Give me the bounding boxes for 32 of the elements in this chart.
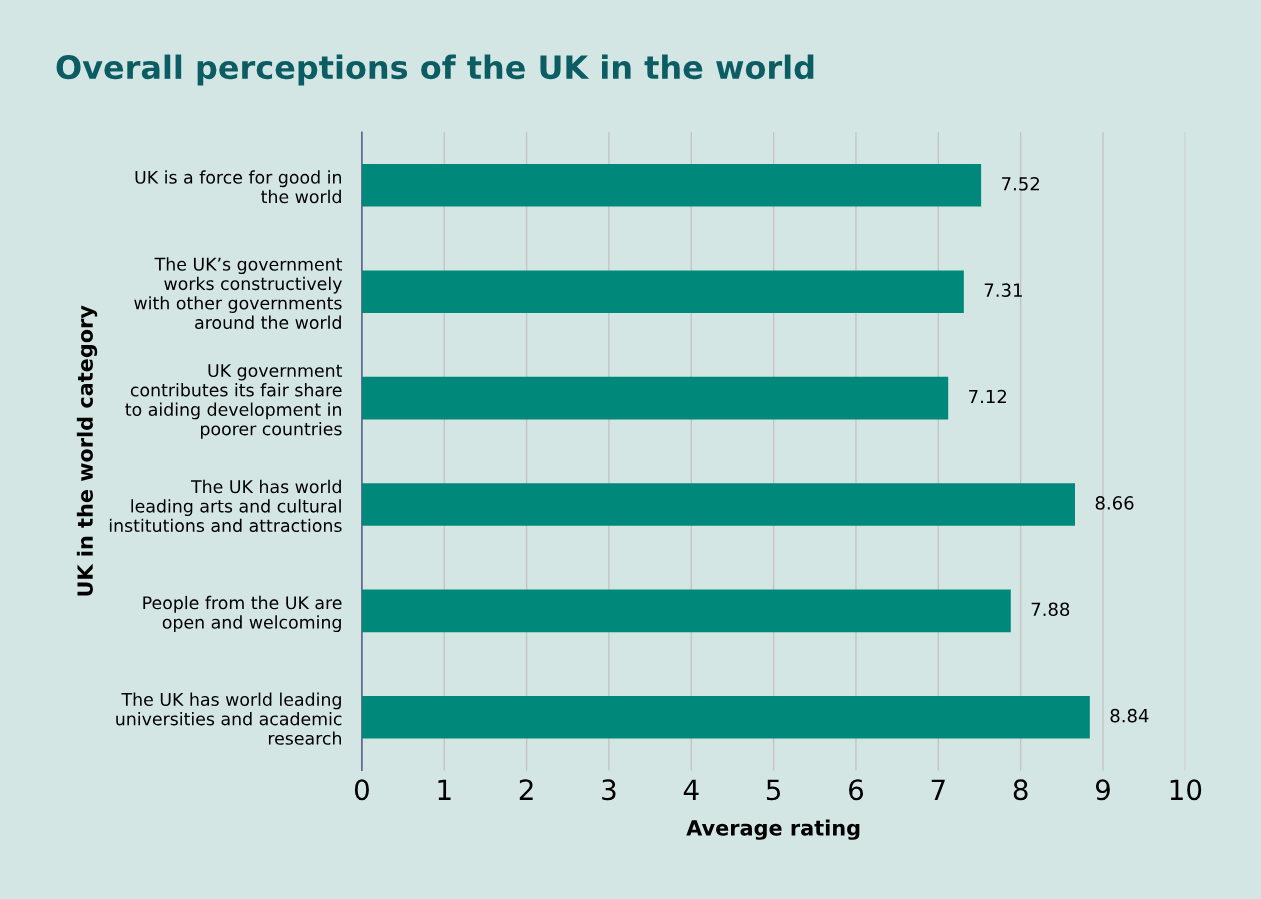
- bar: [361, 376, 949, 420]
- y-tick-label: The UK has world leading universities and academic research: [116, 692, 342, 745]
- data-label: 7.52: [1002, 176, 1039, 191]
- data-label: 7.12: [969, 389, 1007, 404]
- chart-title: Overall perceptions of the UK in the world: [56, 54, 814, 86]
- y-tick-label: People from the UK are open and welcoming: [143, 595, 342, 633]
- x-tick-label: 8: [1013, 779, 1028, 801]
- data-label: 8.84: [1110, 708, 1149, 723]
- bar: [361, 695, 1090, 739]
- data-label: 8.66: [1095, 496, 1134, 510]
- y-axis-title: UK in the world category: [76, 305, 98, 596]
- data-label: 7.88: [1031, 602, 1070, 617]
- x-tick-label: 0: [354, 779, 369, 801]
- y-tick-label: The UK’s government works constructively with other governments around the world: [134, 257, 343, 330]
- x-tick-label: 9: [1095, 779, 1110, 801]
- x-tick-label: 1: [438, 779, 451, 800]
- x-tick-label: 2: [519, 779, 533, 800]
- x-axis-title: Average rating: [686, 819, 860, 840]
- bar: [361, 589, 1011, 633]
- y-tick-label: The UK has world leading arts and cultural institutions and attractions: [109, 479, 342, 533]
- y-tick-label: UK is a force for good in the world: [135, 170, 341, 204]
- x-tick-label: 10: [1170, 779, 1202, 801]
- x-tick-label: 6: [849, 779, 864, 801]
- bar: [361, 270, 964, 313]
- x-tick-label: 7: [931, 779, 945, 800]
- bar: [361, 164, 982, 207]
- x-tick-label: 4: [683, 779, 699, 800]
- y-tick-label: UK government contributes its fair share to aiding development in poorer countries: [125, 364, 343, 439]
- x-tick-label: 5: [766, 779, 781, 801]
- bar: [361, 483, 1075, 526]
- data-label: 7.31: [984, 283, 1022, 297]
- x-tick-label: 3: [602, 779, 616, 801]
